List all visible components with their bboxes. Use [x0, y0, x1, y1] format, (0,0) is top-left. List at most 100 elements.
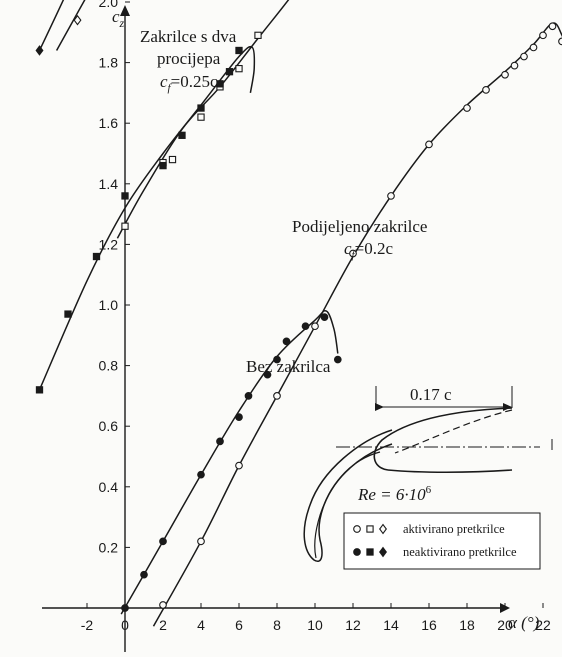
- airfoil-lower-surface: [387, 469, 513, 474]
- data-point-split_flap_inactive: [35, 386, 44, 394]
- x-tick-label: 10: [307, 617, 323, 633]
- data-point-split_flap_inactive: [64, 310, 72, 318]
- double-slotted-label-line2: procijepa: [157, 49, 221, 68]
- data-point-no_flap_inactive: [320, 313, 329, 321]
- airfoil-inset: 0.17 c Re = 6·106: [303, 385, 553, 562]
- data-point-split_flap_active: [121, 222, 129, 230]
- split-flap-cf-sub: f: [352, 249, 357, 261]
- data-point-no_flap_inactive: [333, 355, 342, 364]
- legend-label-inactive: neaktivirano pretkrilce: [403, 545, 517, 559]
- x-tick-label: 16: [421, 617, 437, 633]
- data-point-no_flap_inactive: [273, 355, 281, 364]
- reynolds-text: Re = 6·10: [357, 485, 426, 504]
- curve-split_flap_inactive: [38, 45, 256, 391]
- reynolds-label: Re = 6·106: [357, 484, 432, 504]
- data-point-no_flap_active: [311, 322, 319, 331]
- data-point-split_flap_inactive: [92, 252, 101, 261]
- legend-marker-open-circle: [353, 525, 361, 533]
- data-point-no_flap_active: [482, 86, 490, 94]
- data-point-no_flap_active: [510, 61, 519, 70]
- legend-marker-open-diamond: [379, 523, 387, 535]
- data-point-no_flap_active: [548, 22, 557, 31]
- y-tick-label: 0.6: [99, 418, 119, 434]
- data-point-no_flap_active: [387, 192, 395, 200]
- x-tick-label: 22: [535, 617, 551, 633]
- data-point-no_flap_inactive: [235, 413, 243, 421]
- legend-markers-inactive: [353, 546, 387, 558]
- double-slotted-label-line1: Zakrilce s dva: [140, 27, 237, 46]
- double-slotted-cf: cf=0.25c: [160, 72, 218, 94]
- x-tick-label: 8: [273, 617, 281, 633]
- x-axis-label: α (°): [508, 613, 540, 632]
- curve-no_flap_inactive: [120, 309, 339, 615]
- legend: aktivirano pretkrilce neaktivirano pretk…: [343, 512, 541, 570]
- data-point-no_flap_inactive: [244, 392, 253, 400]
- data-point-no_flap_active: [520, 52, 528, 61]
- y-tick-label: 1.8: [99, 55, 119, 71]
- data-point-split_flap_active: [168, 155, 177, 164]
- legend-marker-open-square: [366, 525, 374, 533]
- y-tick-label: 0.2: [99, 539, 119, 555]
- data-point-split_flap_inactive: [178, 131, 186, 139]
- data-point-no_flap_active: [558, 37, 562, 46]
- data-point-no_flap_inactive: [216, 437, 224, 446]
- no-flap-label: Bez zakrilca: [246, 357, 331, 376]
- legend-markers-active: [353, 523, 387, 535]
- data-point-split_flap_inactive: [159, 161, 167, 170]
- x-tick-label: 4: [197, 617, 205, 633]
- double-slotted-cf-eq: =0.25c: [171, 72, 218, 91]
- data-point-double_slotted_inactive: [35, 45, 44, 56]
- data-point-no_flap_inactive: [197, 470, 205, 479]
- data-point-no_flap_inactive: [282, 337, 291, 346]
- reynolds-exponent: 6: [426, 484, 432, 496]
- data-point-no_flap_inactive: [140, 570, 148, 579]
- data-point-split_flap_inactive: [225, 68, 234, 76]
- split-flap-cf-eq: =0.2c: [355, 239, 394, 258]
- data-point-split_flap_inactive: [235, 46, 243, 55]
- y-tick-label: 1.6: [99, 115, 119, 131]
- legend-marker-filled-diamond: [379, 546, 387, 558]
- data-point-no_flap_inactive: [159, 537, 167, 546]
- data-point-no_flap_inactive: [301, 322, 310, 331]
- data-point-split_flap_inactive: [216, 80, 224, 88]
- data-point-no_flap_active: [529, 43, 538, 52]
- data-point-no_flap_active: [539, 31, 547, 40]
- airfoil-upper-surface: [373, 407, 513, 471]
- x-ticks: -2 0 2 4 6 8 10 12 14 16 18 20 22: [81, 603, 551, 633]
- x-tick-label: 0: [121, 617, 129, 633]
- x-tick-label: 6: [235, 617, 243, 633]
- slat-dashed-upper: [394, 409, 513, 454]
- data-point-split_flap_active: [235, 65, 243, 73]
- data-point-no_flap_active: [425, 140, 433, 149]
- split-flap-cf: cf=0.2c: [344, 239, 393, 261]
- data-point-no_flap_active: [159, 601, 167, 609]
- x-tick-label: 14: [383, 617, 399, 633]
- legend-marker-filled-circle: [353, 548, 361, 556]
- data-point-no_flap_active: [463, 104, 471, 112]
- data-point-split_flap_inactive: [197, 104, 205, 112]
- legend-label-active: aktivirano pretkrilce: [403, 522, 505, 536]
- data-point-double_slotted_active: [73, 14, 82, 26]
- data-point-no_flap_active: [235, 461, 243, 470]
- data-point-split_flap_inactive: [121, 192, 129, 200]
- x-tick-label: -2: [81, 617, 94, 633]
- data-point-split_flap_active: [254, 31, 262, 39]
- y-tick-label: 0.8: [99, 358, 119, 374]
- y-tick-label: 1.4: [99, 176, 119, 192]
- double-slotted-cf-sub: f: [168, 82, 173, 94]
- legend-marker-filled-square: [366, 548, 374, 556]
- split-flap-cf-c: c: [344, 239, 352, 258]
- data-point-no_flap_active: [349, 249, 357, 258]
- data-point-no_flap_inactive: [121, 604, 129, 612]
- chord-label: 0.17 c: [410, 385, 452, 404]
- x-tick-label: 20: [497, 617, 513, 633]
- y-tick-label: 2.0: [99, 0, 119, 10]
- x-tick-label: 2: [159, 617, 167, 633]
- data-point-no_flap_active: [273, 392, 281, 400]
- y-ticks: -0.20.20.40.60.81.01.21.41.61.82.02.22.4…: [99, 0, 130, 555]
- data-point-no_flap_inactive: [263, 370, 272, 379]
- y-tick-label: 0.4: [99, 479, 119, 495]
- split-flap-label-line1: Podijeljeno zakrilce: [292, 217, 427, 236]
